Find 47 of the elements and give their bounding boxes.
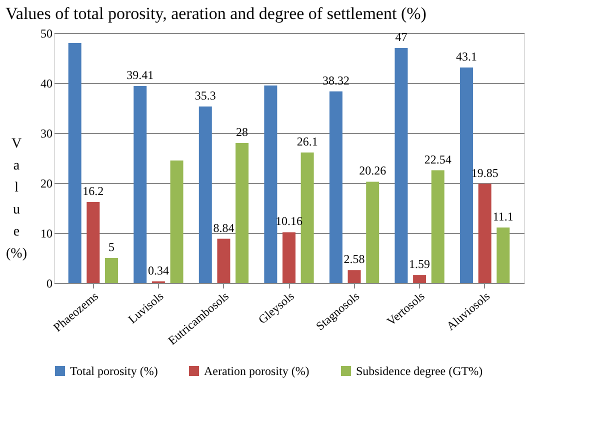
y-tick-label: 30 xyxy=(40,126,52,140)
data-label: 43.1 xyxy=(456,50,478,64)
data-label: 20.26 xyxy=(359,164,386,178)
legend-label: Total porosity (%) xyxy=(70,364,158,378)
bar xyxy=(68,43,82,283)
bar xyxy=(134,86,147,283)
y-tick-label: 50 xyxy=(40,26,52,40)
y-axis-title: Value (%) xyxy=(6,136,28,262)
y-tick-label: 40 xyxy=(40,76,52,90)
data-label: 26.1 xyxy=(296,134,318,148)
bar xyxy=(460,68,474,283)
bar xyxy=(264,86,278,283)
bar xyxy=(282,232,296,283)
bar xyxy=(348,270,361,283)
data-label: 5 xyxy=(108,240,114,254)
data-label: 39.41 xyxy=(126,68,154,82)
data-label: 0.34 xyxy=(148,263,169,278)
chart-title: Values of total porosity, aeration and degree of settlement (%) xyxy=(6,4,426,23)
bar xyxy=(329,91,342,283)
y-tick-label: 20 xyxy=(40,176,52,190)
data-label: 28 xyxy=(236,125,248,139)
data-label: 1.59 xyxy=(409,257,430,272)
bar xyxy=(217,238,230,283)
data-label: 11.1 xyxy=(492,210,514,224)
data-label: 47 xyxy=(395,30,408,44)
bar xyxy=(431,170,444,283)
y-tick-label: 10 xyxy=(40,226,52,240)
data-label: 22.54 xyxy=(424,152,452,166)
data-label: 8.84 xyxy=(213,220,234,235)
data-label: 35.3 xyxy=(194,88,216,102)
y-tick-label: 0 xyxy=(46,276,52,290)
bar xyxy=(86,202,100,283)
data-label: 16.2 xyxy=(82,184,104,198)
legend-label: Subsidence degree (GT%) xyxy=(356,364,483,378)
bar xyxy=(394,48,408,283)
legend-label: Aeration porosity (%) xyxy=(204,364,310,378)
data-label: 2.58 xyxy=(344,252,365,266)
bar xyxy=(170,160,184,283)
bar xyxy=(413,275,426,283)
bar xyxy=(366,182,380,283)
bar xyxy=(104,258,118,283)
bar xyxy=(236,143,249,283)
bar xyxy=(478,184,492,283)
bar xyxy=(300,152,314,283)
bar xyxy=(496,228,510,283)
bar xyxy=(198,106,212,283)
data-label: 38.32 xyxy=(322,73,350,88)
